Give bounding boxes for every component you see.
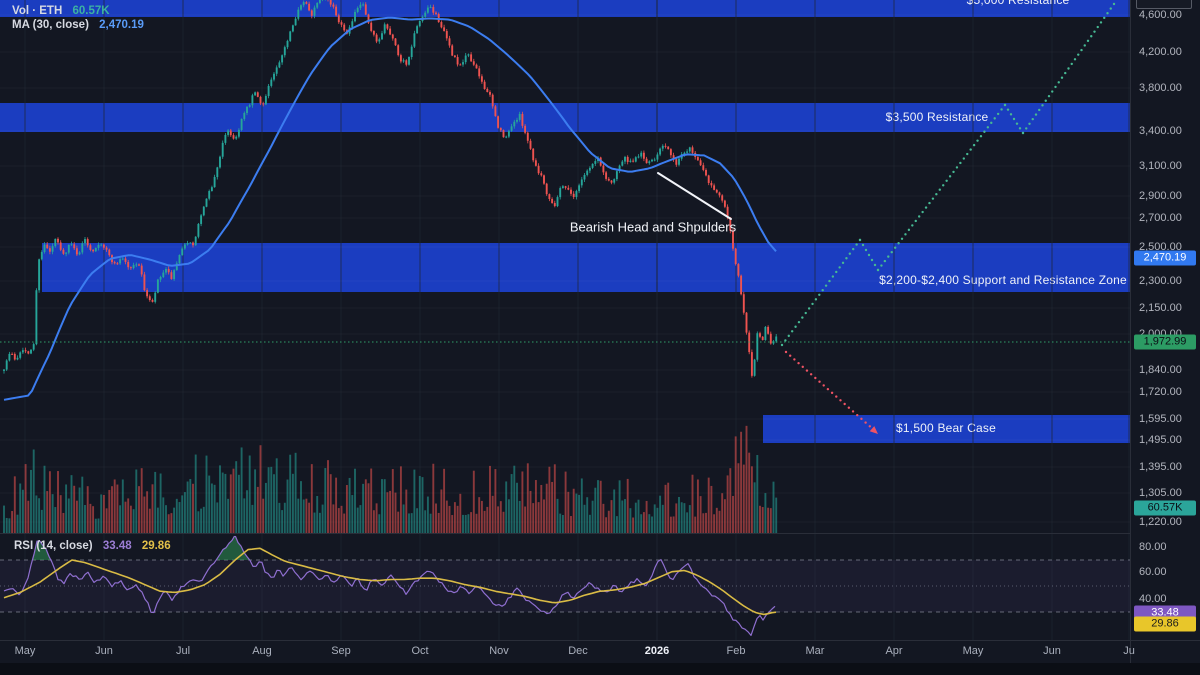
axis-price-label: 4,200.00 [1139, 46, 1182, 58]
ma-legend-label: MA (30, close) [12, 19, 89, 31]
volume-value-badge: 60.57K [1134, 500, 1196, 516]
time-axis-label-ju: Ju [1123, 645, 1135, 657]
last-price-badge: 1,972.99 [1134, 334, 1196, 350]
zone-label: $3,500 Resistance [885, 110, 989, 124]
rsi-legend[interactable]: RSI (14, close) 33.48 29.86 [14, 540, 171, 552]
cut-price-label [1136, 0, 1192, 9]
axis-price-label: 3,100.00 [1139, 160, 1182, 172]
time-axis-label-feb: Feb [726, 645, 746, 657]
zone-label: $2,200-$2,400 Support and Resistance Zon… [879, 273, 1127, 287]
volume-legend[interactable]: Vol · ETH 60.57K [12, 5, 110, 17]
time-axis-label-mar: Mar [805, 645, 825, 657]
time-axis-label-dec: Dec [568, 645, 588, 657]
resistance-zone-band[interactable] [763, 415, 1130, 443]
axis-price-label: 2,500.00 [1139, 241, 1182, 253]
ma-legend-value: 2,470.19 [99, 19, 144, 31]
axis-price-label: 2,900.00 [1139, 190, 1182, 202]
time-axis-label-oct: Oct [411, 645, 429, 657]
axis-price-label: 2,300.00 [1139, 275, 1182, 287]
time-axis-label-jun: Jun [1043, 645, 1061, 657]
time-axis[interactable] [0, 640, 1130, 663]
axis-price-label: 2,150.00 [1139, 302, 1182, 314]
time-axis-label-may: May [14, 645, 36, 657]
rsi-ma-value-badge: 29.86 [1134, 616, 1196, 632]
time-axis-label-apr: Apr [885, 645, 903, 657]
rsi-legend-label: RSI (14, close) [14, 540, 93, 552]
bottom-toolbar-strip [0, 663, 1200, 675]
time-axis-label-aug: Aug [252, 645, 272, 657]
axis-price-label: 1,395.00 [1139, 461, 1182, 473]
time-axis-label-2026: 2026 [644, 645, 670, 657]
volume-legend-label: Vol · ETH [12, 5, 63, 17]
axis-price-label: 4,600.00 [1139, 9, 1182, 21]
pane-separator[interactable] [0, 533, 1130, 534]
ma-value-badge: 2,470.19 [1134, 250, 1196, 266]
time-axis-label-may: May [962, 645, 984, 657]
time-axis-label-jun: Jun [95, 645, 113, 657]
axis-price-label: 1,220.00 [1139, 516, 1182, 528]
time-axis-label-sep: Sep [331, 645, 351, 657]
axis-price-label: 1,595.00 [1139, 413, 1182, 425]
resistance-zone-band[interactable] [0, 0, 1130, 17]
axis-price-label: 1,305.00 [1139, 487, 1182, 499]
axis-price-label: 1,720.00 [1139, 386, 1182, 398]
time-axis-label-jul: Jul [175, 645, 191, 657]
ma-legend[interactable]: MA (30, close) 2,470.19 [12, 19, 144, 31]
volume-legend-value: 60.57K [72, 5, 110, 17]
axis-price-label: 3,800.00 [1139, 82, 1182, 94]
time-axis-label-nov: Nov [489, 645, 509, 657]
head-and-shoulders-label[interactable]: Bearish Head and Shpulders [569, 219, 737, 235]
rsi-ma-legend-value: 29.86 [141, 540, 171, 552]
axis-price-label: 40.00 [1139, 593, 1167, 605]
time-axis-separator [0, 640, 1200, 641]
rsi-legend-value: 33.48 [102, 540, 132, 552]
zone-label: $5,000 Resistance [966, 0, 1070, 7]
axis-price-label: 60.00 [1139, 566, 1167, 578]
axis-price-label: 1,495.00 [1139, 434, 1182, 446]
axis-price-label: 80.00 [1139, 541, 1167, 553]
price-axis-separator [1130, 0, 1131, 663]
axis-price-label: 2,700.00 [1139, 212, 1182, 224]
axis-price-label: 1,840.00 [1139, 364, 1182, 376]
zone-label: $1,500 Bear Case [896, 421, 996, 435]
axis-price-label: 3,400.00 [1139, 125, 1182, 137]
